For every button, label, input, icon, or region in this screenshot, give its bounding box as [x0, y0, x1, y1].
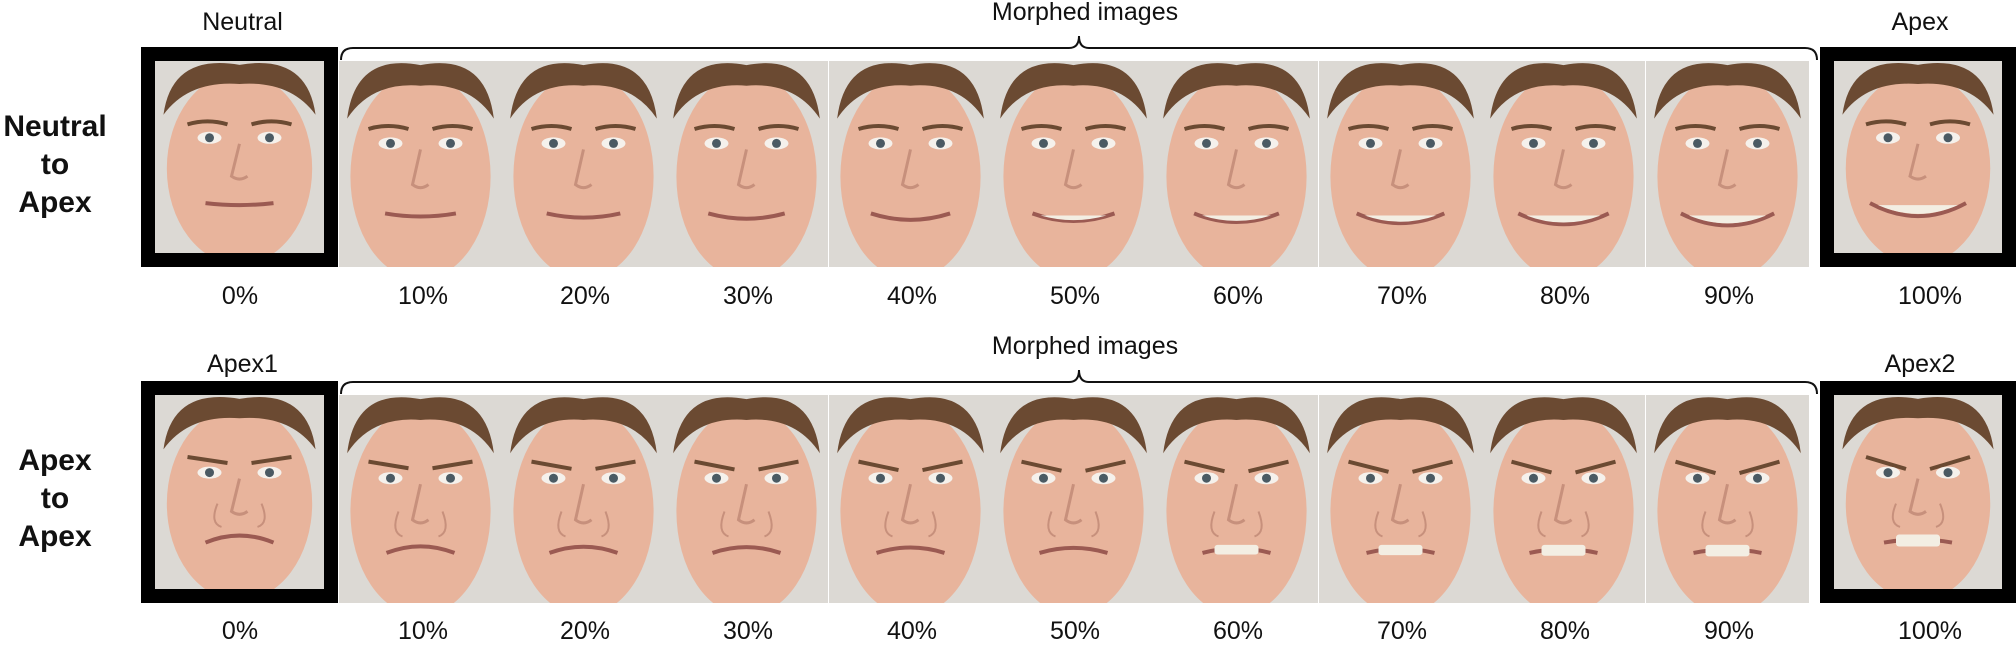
morphed-face-image: [665, 395, 828, 603]
apex1-frame: [141, 381, 338, 603]
morphed-face-image: [829, 61, 992, 267]
percent-label: 10%: [397, 617, 449, 645]
apex-frame: [1820, 47, 2016, 267]
face-image: [155, 61, 324, 253]
morphed-face-image: [502, 61, 665, 267]
percent-label: 20%: [559, 617, 611, 645]
percent-label: 20%: [559, 282, 611, 310]
face-image: [1834, 61, 2002, 253]
row2-label-line1: Apex: [18, 444, 92, 477]
morphed-face-image: [665, 61, 828, 267]
percent-label: 90%: [1703, 617, 1755, 645]
row2-label-line3: Apex: [18, 520, 92, 553]
neutral-frame: [141, 47, 338, 267]
row2-right-caption: Apex2: [1884, 350, 1956, 378]
percent-label: 70%: [1376, 282, 1428, 310]
row1-label-line1: Neutral: [3, 110, 107, 143]
morphed-face-image: [1646, 61, 1809, 267]
morphed-face-image: [1319, 395, 1482, 603]
percent-label: 50%: [1049, 617, 1101, 645]
percent-label: 60%: [1212, 617, 1264, 645]
morphed-face-image: [1646, 395, 1809, 603]
row1-label: Neutral to Apex: [0, 108, 110, 222]
percent-label: 80%: [1539, 282, 1591, 310]
row1-label-line2: to: [40, 148, 70, 181]
percent-label: 40%: [886, 282, 938, 310]
morphed-face-image: [339, 61, 502, 267]
morphed-face-image: [992, 395, 1155, 603]
percent-label: 90%: [1703, 282, 1755, 310]
row1-bracket-caption: Morphed images: [991, 0, 1179, 26]
row2-label-line2: to: [40, 482, 70, 515]
percent-label: 40%: [886, 617, 938, 645]
percent-label: 30%: [722, 282, 774, 310]
row1-left-caption: Neutral: [202, 8, 283, 36]
face-image: [155, 395, 324, 589]
apex2-frame: [1820, 381, 2016, 603]
morphed-face-image: [1155, 61, 1318, 267]
morphed-face-image: [1155, 395, 1318, 603]
row2-left-caption: Apex1: [207, 350, 278, 378]
row2-bracket: [340, 369, 1818, 395]
morphed-face-image: [502, 395, 665, 603]
morphed-face-image: [1482, 61, 1645, 267]
row1-label-line3: Apex: [18, 186, 92, 219]
percent-label: 30%: [722, 617, 774, 645]
morphed-face-image: [1482, 395, 1645, 603]
morphed-face-image: [992, 61, 1155, 267]
row2-bracket-caption: Morphed images: [991, 332, 1179, 360]
row1-right-caption: Apex: [1891, 8, 1949, 36]
percent-label: 0%: [221, 282, 259, 310]
percent-label: 50%: [1049, 282, 1101, 310]
percent-label: 70%: [1376, 617, 1428, 645]
morphed-face-image: [1319, 61, 1482, 267]
row1-bracket: [340, 35, 1818, 61]
morphed-face-image: [829, 395, 992, 603]
face-image: [1834, 395, 2002, 589]
percent-label: 60%: [1212, 282, 1264, 310]
morphed-face-image: [339, 395, 502, 603]
percent-label: 100%: [1898, 282, 1962, 310]
percent-label: 100%: [1898, 617, 1962, 645]
row2-label: Apex to Apex: [0, 442, 110, 556]
percent-label: 10%: [397, 282, 449, 310]
percent-label: 80%: [1539, 617, 1591, 645]
percent-label: 0%: [221, 617, 259, 645]
